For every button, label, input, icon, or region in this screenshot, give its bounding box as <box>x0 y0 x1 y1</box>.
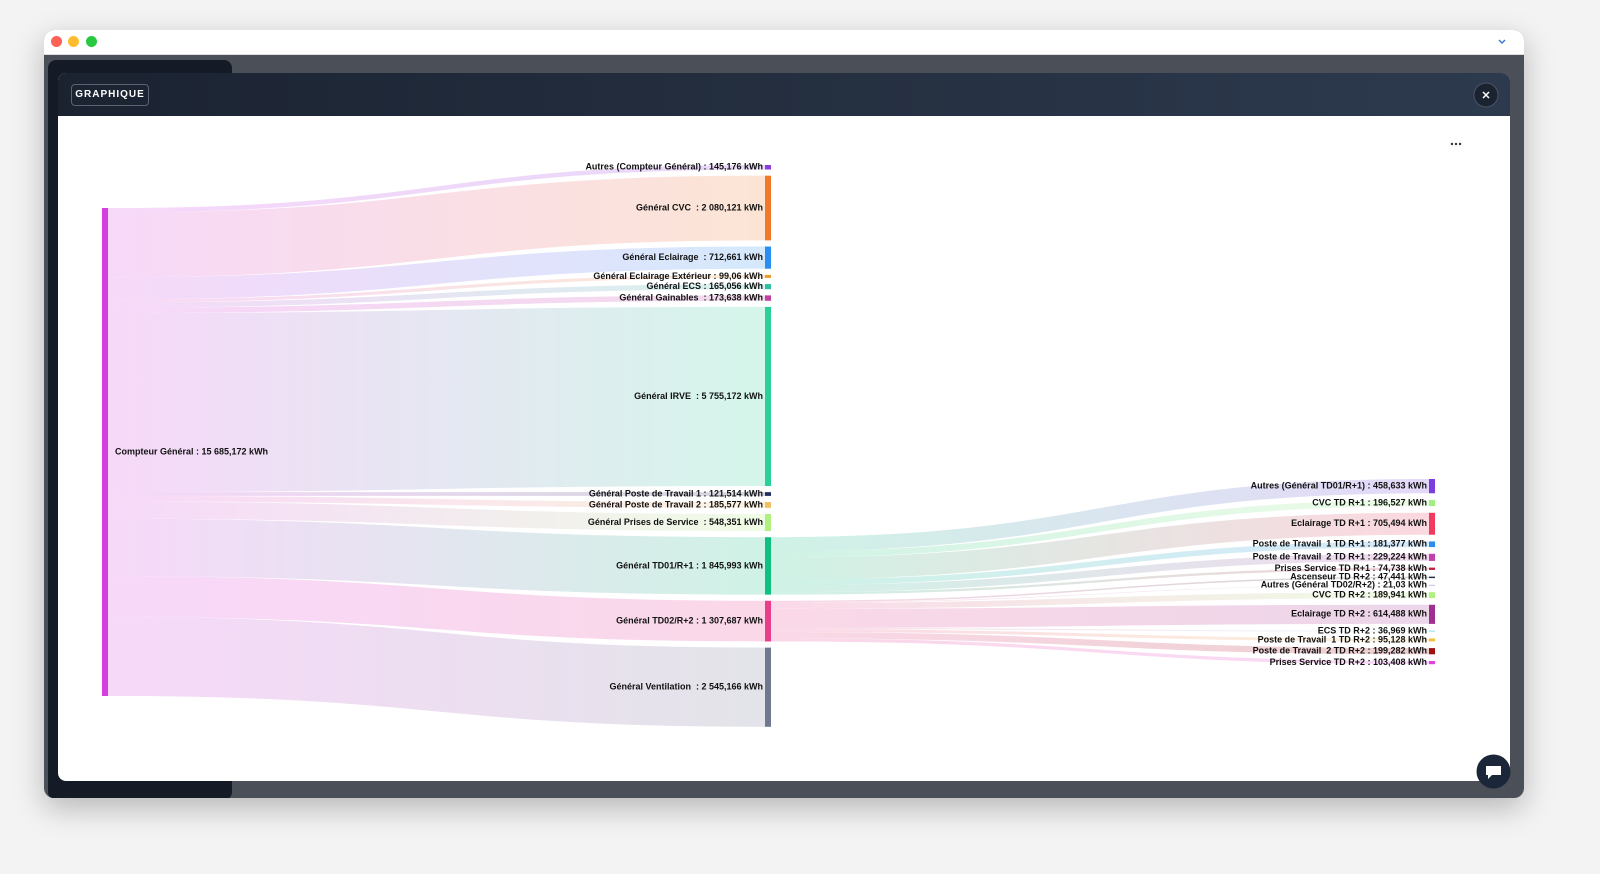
link <box>771 567 1429 595</box>
node-label: Poste de Travail 2 TD R+1 : 229,224 kWh <box>1253 552 1427 562</box>
link <box>108 501 765 532</box>
close-dot[interactable] <box>51 36 62 47</box>
minimize-dot[interactable] <box>68 36 79 47</box>
node-label: ECS TD R+2 : 36,969 kWh <box>1318 626 1427 636</box>
node <box>765 284 771 290</box>
node <box>765 513 771 532</box>
link <box>108 306 765 493</box>
link <box>771 604 1429 628</box>
node-label: Général CVC : 2 080,121 kWh <box>636 202 763 212</box>
link <box>771 632 1429 655</box>
node-label: Général ECS : 165,056 kWh <box>646 281 763 291</box>
node <box>102 208 108 696</box>
link <box>108 165 765 213</box>
link <box>108 492 765 496</box>
link <box>108 495 765 508</box>
node <box>1429 567 1435 570</box>
node-label: Général Eclairage : 712,661 kWh <box>622 252 763 262</box>
node <box>765 295 771 301</box>
link <box>771 584 1429 603</box>
node <box>765 647 771 727</box>
node <box>1429 576 1435 579</box>
link <box>108 616 765 727</box>
link <box>108 274 765 303</box>
node <box>1429 553 1435 561</box>
link <box>771 576 1429 603</box>
node-label: CVC TD R+1 : 196,527 kWh <box>1312 497 1427 507</box>
link <box>108 295 765 314</box>
node <box>765 502 771 508</box>
node <box>765 165 771 170</box>
link <box>771 553 1429 593</box>
node-label: Général TD02/R+2 : 1 307,687 kWh <box>616 615 763 625</box>
node-label: Général Prises de Service : 548,351 kWh <box>588 517 763 527</box>
zoom-dot[interactable] <box>86 36 97 47</box>
node-label: Eclairage TD R+2 : 614,488 kWh <box>1291 609 1427 619</box>
node-label: Général Poste de Travail 2 : 185,577 kWh <box>589 499 763 509</box>
node-label: Général Ventilation : 2 545,166 kWh <box>609 682 763 692</box>
node-label: Général TD01/R+1 : 1 845,993 kWh <box>616 560 763 570</box>
node <box>765 274 771 278</box>
link <box>771 627 1429 632</box>
link <box>108 246 765 300</box>
links <box>108 165 1429 727</box>
node-label: Autres (Général TD01/R+1) : 458,633 kWh <box>1251 481 1427 491</box>
node-label: Compteur Général : 15 685,172 kWh <box>115 446 268 456</box>
link <box>771 479 1429 552</box>
node-label: Autres (Compteur Général) : 145,176 kWh <box>585 162 763 172</box>
node-label: Général Gainables : 173,638 kWh <box>619 292 763 302</box>
node <box>1429 512 1435 535</box>
node-label: Ascenseur TD R+2 : 47,441 kWh <box>1290 572 1427 582</box>
node-label: Poste de Travail 1 TD R+2 : 95,128 kWh <box>1258 634 1427 644</box>
node-label: Prises Service TD R+2 : 103,408 kWh <box>1270 657 1427 667</box>
node-label: Général Eclairage Extérieur : 99,06 kWh <box>593 271 763 281</box>
node <box>765 537 771 595</box>
node <box>1429 648 1435 655</box>
node-label: Général IRVE : 5 755,172 kWh <box>634 391 763 401</box>
node <box>1429 541 1435 548</box>
node <box>1429 584 1435 586</box>
node-label: Poste de Travail 1 TD R+1 : 181,377 kWh <box>1253 539 1427 549</box>
node <box>765 175 771 241</box>
node <box>1429 661 1435 665</box>
menu-icon[interactable] <box>1446 140 1466 148</box>
node <box>765 600 771 642</box>
node <box>1429 479 1435 494</box>
link <box>108 518 765 595</box>
link <box>771 638 1429 665</box>
link <box>771 499 1429 558</box>
node <box>1429 592 1435 599</box>
node-label: Prises Service TD R+1 : 74,738 kWh <box>1275 563 1427 573</box>
node-label: Poste de Travail 2 TD R+2 : 199,282 kWh <box>1253 646 1427 656</box>
node <box>765 306 771 486</box>
node-label: Eclairage TD R+1 : 705,494 kWh <box>1291 518 1427 528</box>
node <box>1429 604 1435 624</box>
link <box>108 175 765 278</box>
node <box>1429 630 1435 632</box>
node <box>765 246 771 269</box>
link <box>771 592 1429 609</box>
close-button[interactable] <box>1473 82 1499 108</box>
link <box>108 284 765 308</box>
node-label: Général Poste de Travail 1 : 121,514 kWh <box>589 488 763 498</box>
title-bar <box>44 30 1524 55</box>
link <box>108 576 765 642</box>
link <box>771 512 1429 580</box>
node <box>765 492 771 496</box>
tab-button[interactable]: GRAPHIQUE <box>71 84 149 106</box>
link <box>771 541 1429 586</box>
nodes: Compteur Général : 15 685,172 kWh Autres … <box>102 162 1435 727</box>
chat-button[interactable] <box>1476 754 1511 789</box>
node <box>1429 499 1435 507</box>
node-label: CVC TD R+2 : 189,941 kWh <box>1312 589 1427 599</box>
node <box>1429 638 1435 642</box>
modal-header: GRAPHIQUE <box>58 73 1510 116</box>
dropdown-icon[interactable] <box>1497 37 1507 47</box>
node-label: Autres (Général TD02/R+2) : 21,03 kWh <box>1261 580 1427 590</box>
link <box>771 629 1429 642</box>
